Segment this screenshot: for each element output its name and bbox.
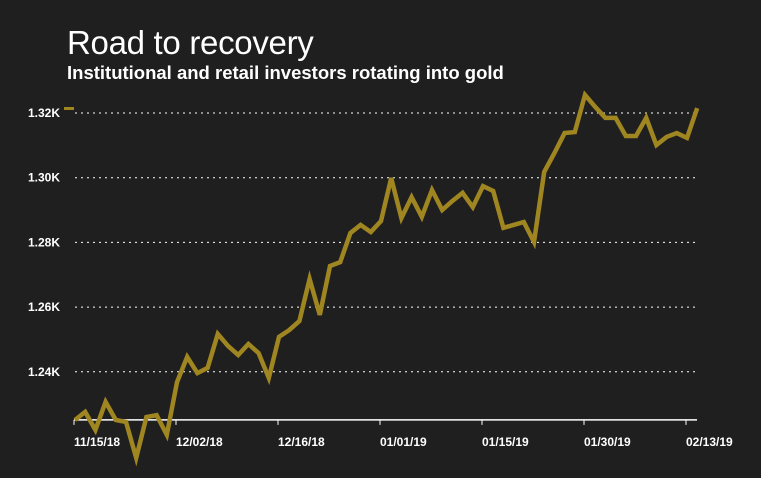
y-tick-label: 1.28K xyxy=(28,235,60,249)
x-tick-label: 12/16/18 xyxy=(278,435,325,449)
x-tick-label: 12/02/18 xyxy=(176,435,223,449)
y-tick-label: 1.26K xyxy=(28,300,60,314)
chart-title: Road to recovery xyxy=(67,24,314,61)
y-tick-label: 1.32K xyxy=(28,106,60,120)
y-tick-label: 1.24K xyxy=(28,365,60,379)
chart-subtitle: Institutional and retail investors rotat… xyxy=(67,62,504,83)
x-tick-label: 02/13/19 xyxy=(686,435,733,449)
series-line xyxy=(73,90,700,467)
x-tick-label: 11/15/18 xyxy=(74,435,120,449)
y-tick-label: 1.30K xyxy=(28,171,60,185)
x-tick-label: 01/30/19 xyxy=(584,435,631,449)
legend-marker xyxy=(64,107,74,110)
x-tick-label: 01/01/19 xyxy=(380,435,427,449)
x-tick-label: 01/15/19 xyxy=(482,435,529,449)
